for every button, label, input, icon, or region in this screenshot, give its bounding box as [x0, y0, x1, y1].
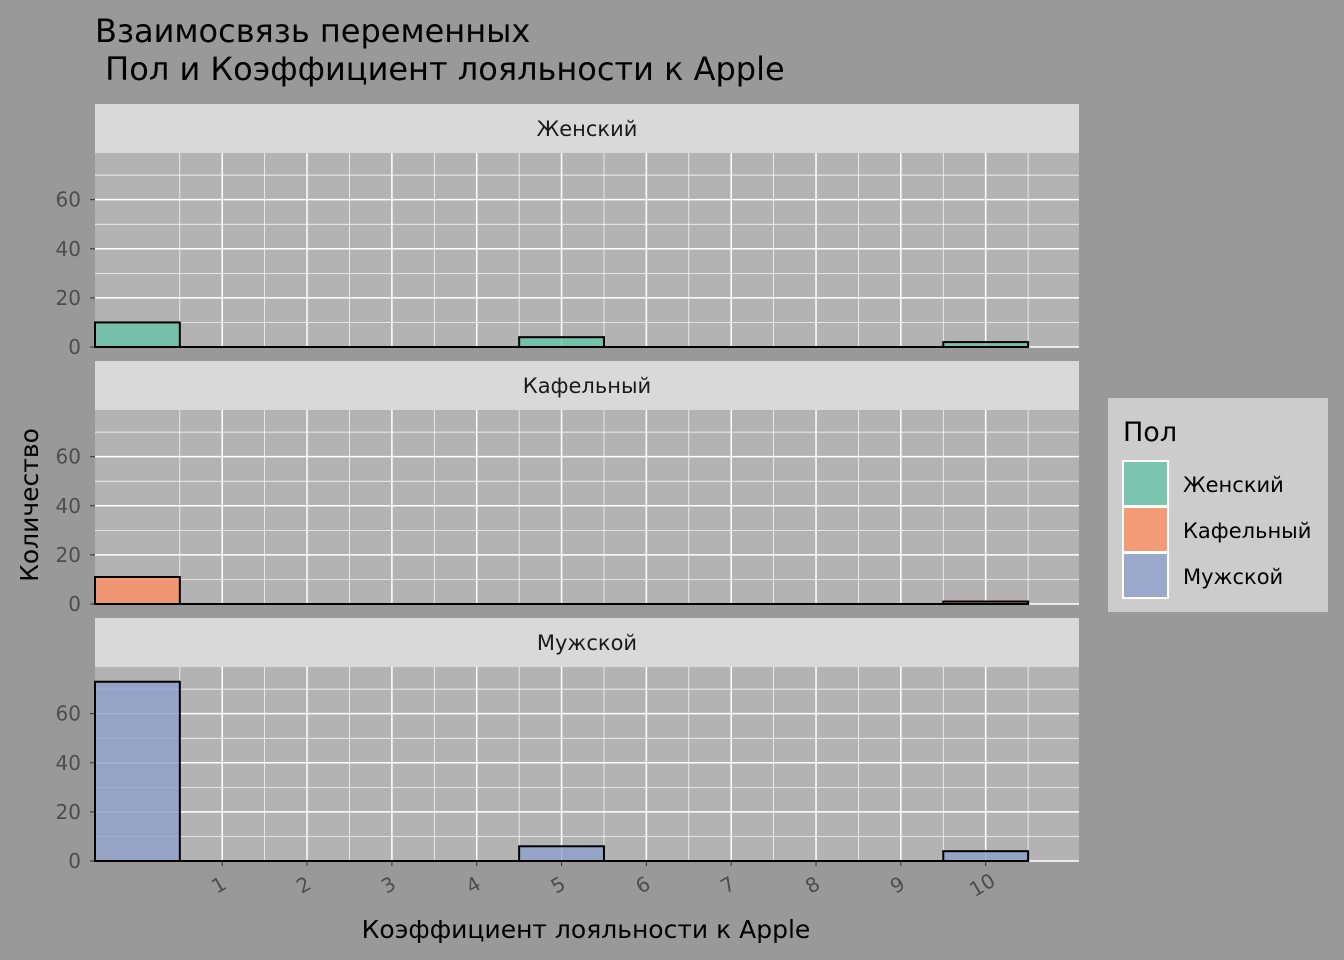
x-tick-label: 10: [965, 868, 999, 902]
facet-strip: [95, 618, 1079, 667]
facet-strip: [95, 361, 1079, 410]
x-tick-label: 3: [377, 871, 400, 898]
y-tick-label: 20: [56, 543, 81, 567]
facet-0: Женский 0 20 40 60: [56, 104, 1079, 359]
legend-key-label: Кафельный: [1183, 519, 1311, 543]
y-axis-title: Количество: [15, 428, 44, 582]
chart-title-line1: Взаимосвязь переменных: [95, 12, 530, 50]
facet-panel: [95, 410, 1079, 604]
x-tick-label: 6: [631, 871, 654, 898]
x-axis-title: Коэффициент лояльности к Apple: [362, 915, 811, 944]
facet-panel: [95, 667, 1079, 861]
x-tick-label: 5: [547, 871, 570, 898]
histogram-bar: [94, 321, 181, 348]
legend-key-swatch: [1122, 552, 1169, 599]
legend-key-swatch: [1122, 506, 1169, 553]
y-tick-label: 60: [56, 702, 81, 726]
facet-2: Мужской 0 20 40 60: [56, 618, 1079, 873]
y-tick-label: 40: [56, 494, 81, 518]
x-tick-label: 7: [716, 871, 739, 898]
legend-items: Женский Кафельный Мужской: [1122, 460, 1311, 599]
y-tick-label: 0: [68, 335, 81, 359]
facet-1: Кафельный 0 20 40 60: [56, 361, 1079, 616]
x-axis-ticks: 1 2 3 4 5 6 7 8 9 10: [207, 861, 999, 902]
facet-strip: [95, 104, 1079, 153]
y-tick-label: 20: [56, 286, 81, 310]
histogram-bar: [942, 850, 1030, 862]
histogram-bar: [518, 336, 605, 348]
histogram-bar: [94, 575, 181, 606]
histogram-bar: [942, 341, 1030, 348]
legend: Пол Женский Кафельный Мужской: [1108, 398, 1328, 612]
x-tick-label: 4: [462, 871, 485, 898]
y-tick-label: 40: [56, 237, 81, 261]
x-tick-label: 8: [801, 871, 824, 898]
y-tick-label: 20: [56, 800, 81, 824]
facet-panel: [95, 153, 1079, 347]
facet-strip-label: Женский: [537, 117, 638, 141]
histogram-bars: [94, 321, 1030, 349]
x-tick-label: 9: [886, 871, 909, 898]
facet-strip-label: Кафельный: [523, 374, 651, 398]
legend-key-swatch: [1122, 460, 1169, 507]
histogram-bar: [518, 845, 605, 862]
gridlines: [95, 410, 1079, 605]
histogram-bars: [94, 575, 1030, 606]
chart-title-line2: Пол и Коэффициент лояльности к Apple: [95, 50, 785, 88]
histogram-bar: [94, 680, 181, 863]
y-tick-label: 0: [68, 849, 81, 873]
x-tick-label: 2: [292, 871, 315, 898]
x-tick-label: 1: [207, 871, 230, 898]
histogram-bar: [942, 600, 1030, 606]
legend-key-label: Мужской: [1183, 565, 1283, 589]
facet-strip-label: Мужской: [537, 631, 637, 655]
legend-title: Пол: [1123, 417, 1177, 448]
y-tick-label: 60: [56, 188, 81, 212]
y-tick-label: 60: [56, 445, 81, 469]
y-tick-label: 0: [68, 592, 81, 616]
histogram-bars: [94, 680, 1030, 863]
legend-key-label: Женский: [1183, 473, 1284, 497]
y-tick-label: 40: [56, 751, 81, 775]
facet-panels: Женский 0 20 40 60 Кафельный 0 20 40 60 Мужской 0 20…: [56, 104, 1079, 873]
